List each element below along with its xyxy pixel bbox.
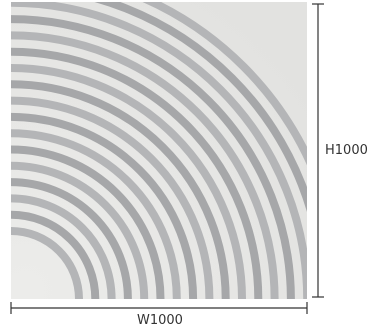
arc-groove	[11, 15, 295, 299]
arc-groove	[11, 210, 100, 299]
width-label: W1000	[137, 313, 183, 328]
concentric-arcs	[11, 2, 307, 299]
arc-groove	[11, 96, 214, 299]
arc-groove	[11, 2, 307, 299]
height-label: H1000	[325, 143, 368, 158]
arc-groove	[11, 145, 165, 299]
arc-groove	[11, 178, 132, 299]
arc-groove	[11, 129, 181, 299]
arc-groove	[11, 227, 83, 299]
arc-groove	[11, 47, 263, 299]
arc-groove	[11, 31, 279, 299]
arc-groove	[11, 161, 149, 299]
arc-groove	[94, 2, 307, 213]
height-dimension-marker	[312, 3, 324, 298]
arc-groove	[11, 80, 230, 299]
width-dimension-marker	[10, 302, 308, 314]
arc-groove	[11, 112, 198, 299]
arc-groove	[11, 194, 116, 299]
arc-groove	[142, 2, 307, 166]
arc-groove	[11, 64, 246, 299]
